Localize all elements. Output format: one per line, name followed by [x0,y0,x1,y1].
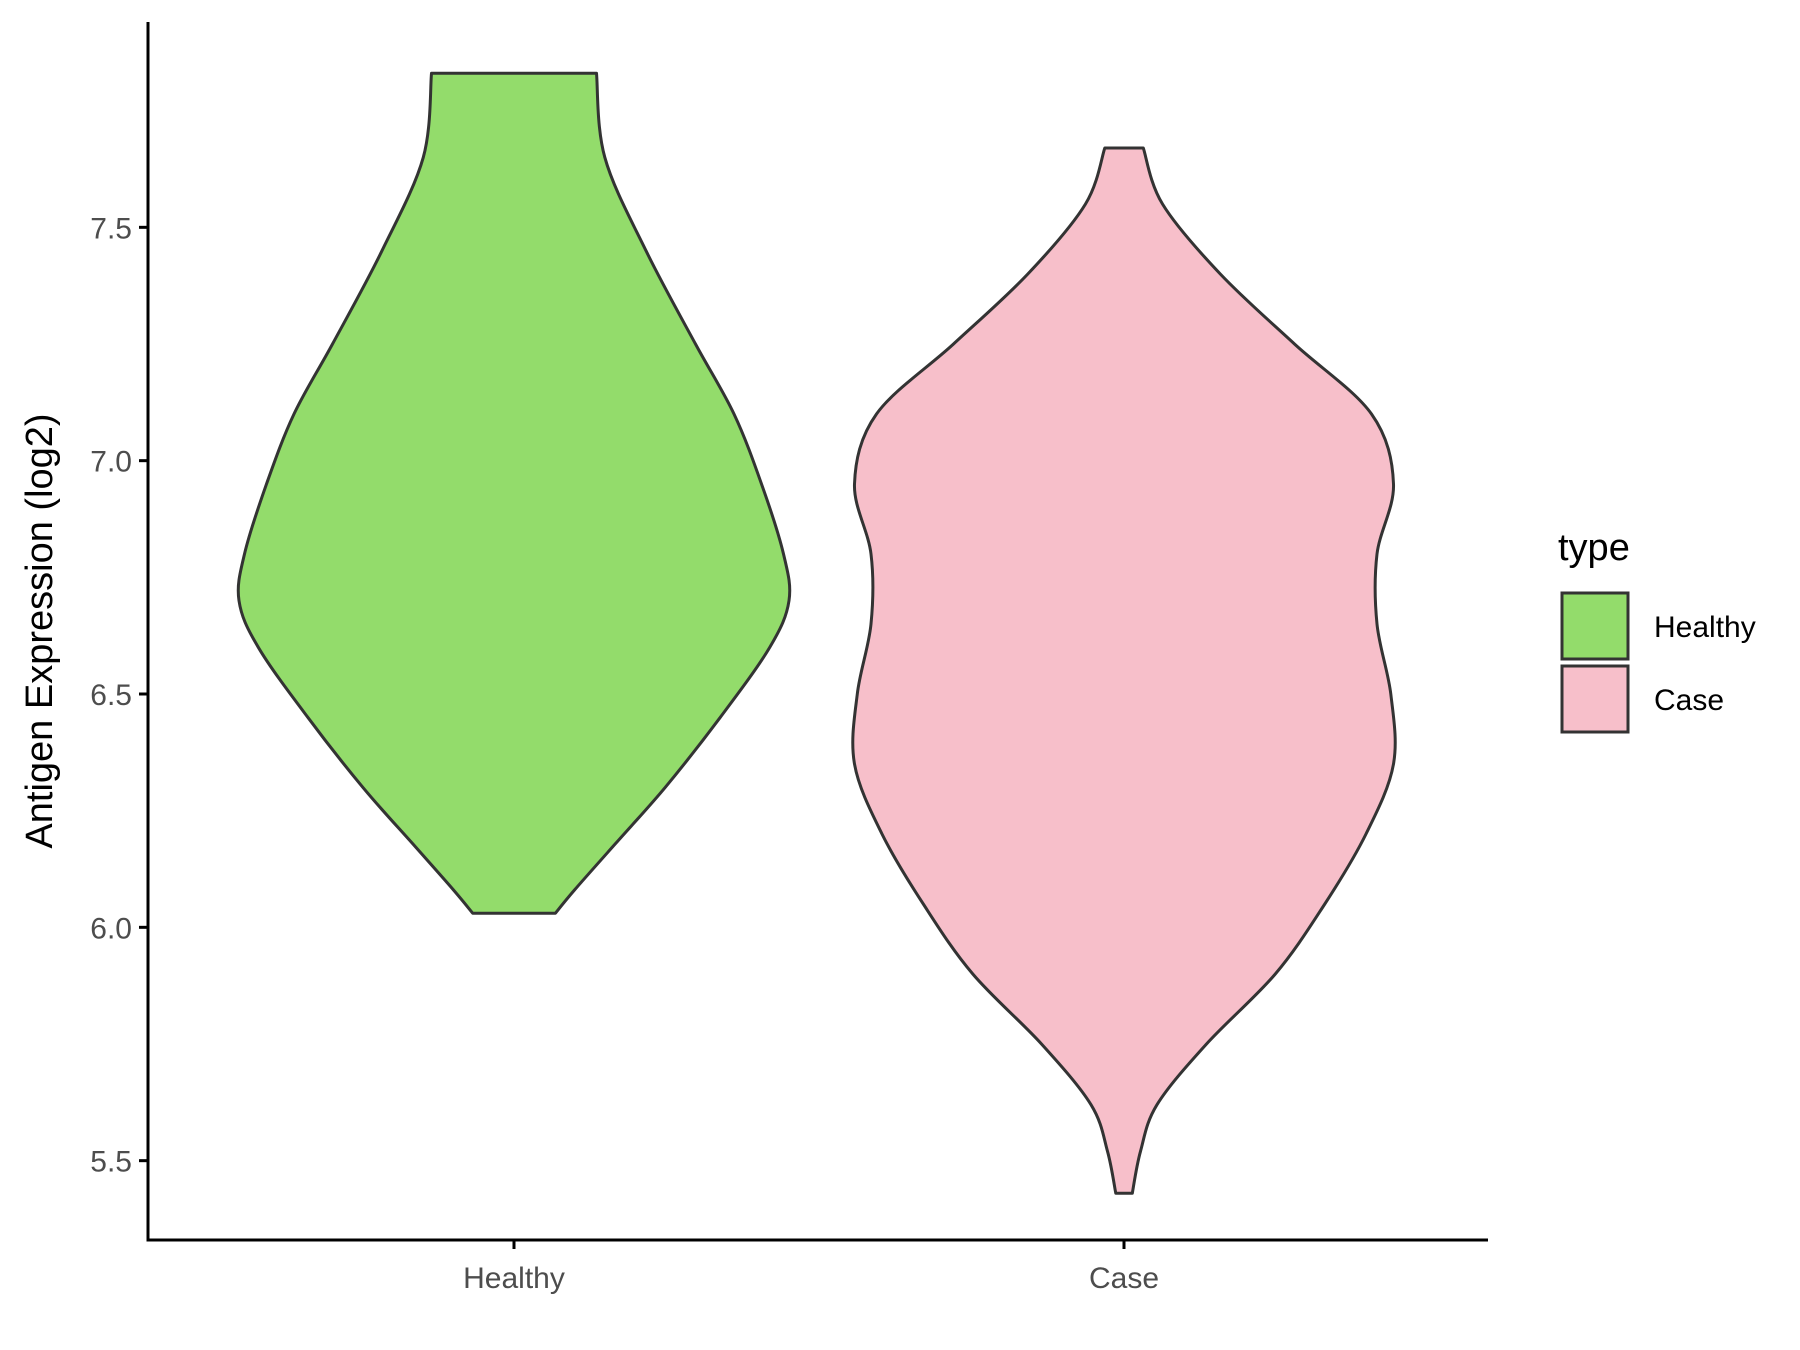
y-tick-label: 6.0 [90,912,132,945]
legend-label-case: Case [1654,684,1724,717]
y-axis-ticks: 5.5 6.0 6.5 7.0 7.5 [90,212,148,1179]
violin-healthy [236,71,792,915]
violin-layer [236,71,1397,1195]
axes-layer [146,22,1488,1242]
x-tick-label: Case [1089,1262,1159,1295]
y-tick-label: 7.5 [90,212,132,245]
legend-key-healthy [1560,591,1630,661]
y-tick-label: 5.5 [90,1146,132,1179]
violin-case [851,146,1397,1195]
legend: type Healthy Case [1558,527,1756,734]
legend-title: type [1558,527,1630,569]
y-axis-title: Antigen Expression (log2) [19,413,61,848]
x-axis-ticks: Healthy Case [463,1240,1159,1295]
y-tick-label: 6.5 [90,679,132,712]
x-tick-label: Healthy [463,1262,565,1295]
legend-label-healthy: Healthy [1654,611,1756,644]
y-tick-label: 7.0 [90,446,132,479]
legend-key-case [1560,664,1630,734]
